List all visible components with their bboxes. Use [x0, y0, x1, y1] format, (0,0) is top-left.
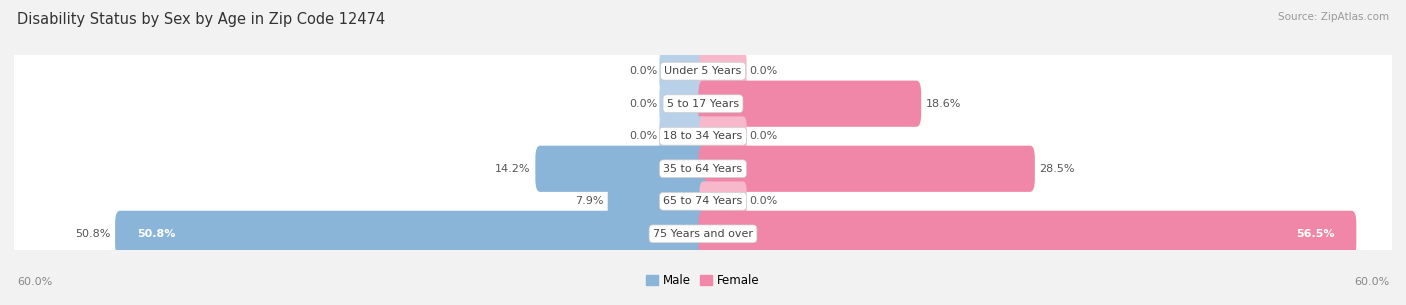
- FancyBboxPatch shape: [700, 181, 747, 221]
- Text: 75 Years and over: 75 Years and over: [652, 229, 754, 239]
- Text: 5 to 17 Years: 5 to 17 Years: [666, 99, 740, 109]
- Text: 28.5%: 28.5%: [1039, 164, 1076, 174]
- Text: 0.0%: 0.0%: [749, 196, 778, 206]
- FancyBboxPatch shape: [607, 178, 707, 224]
- FancyBboxPatch shape: [8, 163, 1398, 240]
- Text: 0.0%: 0.0%: [749, 131, 778, 141]
- FancyBboxPatch shape: [536, 146, 707, 192]
- FancyBboxPatch shape: [699, 81, 921, 127]
- FancyBboxPatch shape: [11, 98, 1395, 174]
- FancyBboxPatch shape: [699, 146, 1035, 192]
- FancyBboxPatch shape: [8, 32, 1398, 110]
- Text: Disability Status by Sex by Age in Zip Code 12474: Disability Status by Sex by Age in Zip C…: [17, 12, 385, 27]
- Text: Under 5 Years: Under 5 Years: [665, 66, 741, 76]
- FancyBboxPatch shape: [659, 117, 706, 156]
- Text: 56.5%: 56.5%: [1296, 229, 1334, 239]
- FancyBboxPatch shape: [8, 195, 1398, 273]
- Text: 0.0%: 0.0%: [628, 66, 657, 76]
- Text: 7.9%: 7.9%: [575, 196, 603, 206]
- Text: 60.0%: 60.0%: [1354, 277, 1389, 287]
- FancyBboxPatch shape: [8, 130, 1398, 207]
- Text: 0.0%: 0.0%: [628, 131, 657, 141]
- Text: 65 to 74 Years: 65 to 74 Years: [664, 196, 742, 206]
- FancyBboxPatch shape: [11, 196, 1395, 272]
- Text: 18 to 34 Years: 18 to 34 Years: [664, 131, 742, 141]
- Text: 50.8%: 50.8%: [136, 229, 176, 239]
- FancyBboxPatch shape: [11, 66, 1395, 142]
- FancyBboxPatch shape: [11, 131, 1395, 207]
- Text: 14.2%: 14.2%: [495, 164, 531, 174]
- FancyBboxPatch shape: [659, 84, 706, 124]
- Text: 0.0%: 0.0%: [628, 99, 657, 109]
- FancyBboxPatch shape: [699, 211, 1357, 257]
- Text: 50.8%: 50.8%: [75, 229, 111, 239]
- Text: Source: ZipAtlas.com: Source: ZipAtlas.com: [1278, 12, 1389, 22]
- FancyBboxPatch shape: [700, 117, 747, 156]
- Text: 0.0%: 0.0%: [749, 66, 778, 76]
- FancyBboxPatch shape: [659, 51, 706, 91]
- FancyBboxPatch shape: [700, 51, 747, 91]
- FancyBboxPatch shape: [115, 211, 707, 257]
- FancyBboxPatch shape: [11, 33, 1395, 109]
- Legend: Male, Female: Male, Female: [647, 274, 759, 287]
- FancyBboxPatch shape: [8, 98, 1398, 175]
- Text: 18.6%: 18.6%: [925, 99, 962, 109]
- Text: 35 to 64 Years: 35 to 64 Years: [664, 164, 742, 174]
- Text: 60.0%: 60.0%: [17, 277, 52, 287]
- FancyBboxPatch shape: [11, 163, 1395, 239]
- FancyBboxPatch shape: [8, 65, 1398, 142]
